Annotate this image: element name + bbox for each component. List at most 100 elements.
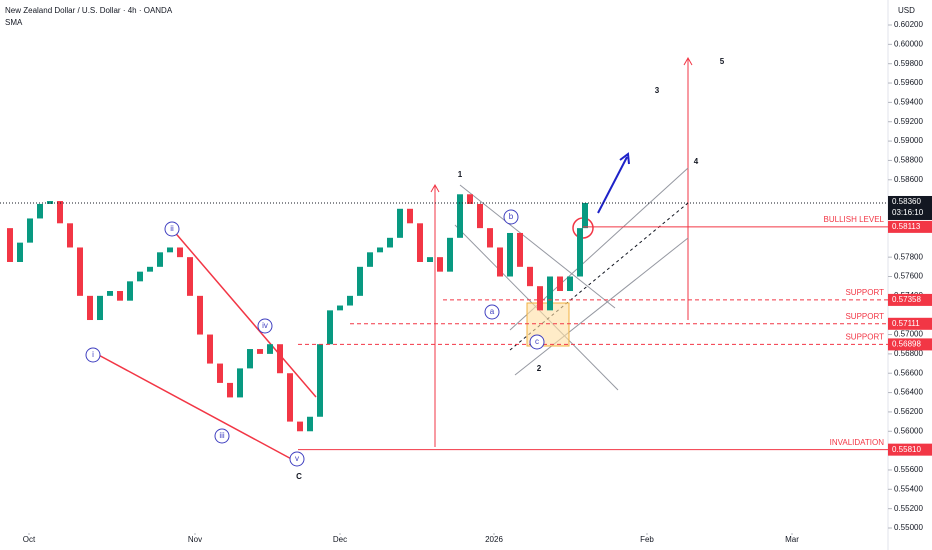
candle xyxy=(307,416,313,432)
wave-circle-label: c xyxy=(535,337,539,346)
wedge-line xyxy=(171,228,317,398)
candle xyxy=(227,382,233,398)
arrow-head xyxy=(430,183,440,193)
candle xyxy=(247,349,253,369)
y-tick-label: 0.57600 xyxy=(894,272,923,281)
y-tick-label: 0.55600 xyxy=(894,465,923,474)
level-badge xyxy=(888,338,932,351)
candle xyxy=(217,363,223,383)
last-price-label: 0.58360 xyxy=(892,197,921,206)
y-tick-label: 0.55400 xyxy=(894,484,923,493)
candle xyxy=(567,276,573,292)
level-value: 0.58113 xyxy=(892,222,921,231)
candle xyxy=(17,242,23,262)
candle xyxy=(7,228,13,262)
x-tick-label: 2026 xyxy=(485,535,503,544)
candle xyxy=(57,201,63,224)
candle xyxy=(527,266,533,287)
y-tick-label: 0.59200 xyxy=(894,117,923,126)
channel-line xyxy=(459,184,616,309)
candle xyxy=(287,373,293,422)
candle xyxy=(347,295,353,306)
level-name: BULLISH LEVEL xyxy=(824,215,885,224)
level-value: 0.55810 xyxy=(892,445,921,454)
candle xyxy=(277,344,283,374)
candle xyxy=(117,291,123,301)
countdown: 03:16:10 xyxy=(892,208,924,217)
y-tick-label: 0.55000 xyxy=(894,523,923,532)
candle xyxy=(87,295,93,321)
level-name: INVALIDATION xyxy=(830,438,885,447)
wave-label: 4 xyxy=(694,157,699,166)
y-tick-label: 0.60000 xyxy=(894,39,923,48)
candle xyxy=(137,271,143,282)
candle xyxy=(127,281,133,301)
level-badge xyxy=(888,317,932,330)
x-tick-label: Mar xyxy=(785,535,799,544)
candle xyxy=(437,257,443,272)
candle xyxy=(77,247,83,296)
candle xyxy=(97,295,103,321)
channel-line xyxy=(514,237,689,376)
candle xyxy=(467,194,473,204)
y-tick-label: 0.60200 xyxy=(894,20,923,29)
candle xyxy=(557,276,563,292)
wedge-line xyxy=(92,351,298,463)
y-tick-label: 0.56800 xyxy=(894,349,923,358)
candle xyxy=(167,247,173,253)
currency-label: USD xyxy=(898,6,915,15)
candle xyxy=(267,344,273,354)
candle xyxy=(147,266,153,272)
candle xyxy=(237,368,243,398)
y-tick-label: 0.57800 xyxy=(894,252,923,261)
level-value: 0.57111 xyxy=(892,319,920,328)
candle xyxy=(337,305,343,311)
y-tick-label: 0.56200 xyxy=(894,407,923,416)
candle xyxy=(67,223,73,248)
level-badge xyxy=(888,220,932,233)
level-name: SUPPORT xyxy=(845,288,884,297)
y-tick-label: 0.57000 xyxy=(894,330,923,339)
wave-circle-label: a xyxy=(490,307,495,316)
candle xyxy=(207,334,213,364)
candle xyxy=(417,223,423,262)
candle xyxy=(327,310,333,345)
y-tick-label: 0.56600 xyxy=(894,368,923,377)
wave-circle xyxy=(503,209,519,225)
candle xyxy=(487,228,493,248)
indicator-label: SMA xyxy=(5,18,23,27)
level-name: SUPPORT xyxy=(845,333,884,342)
forecast-arrow xyxy=(597,156,628,214)
candle xyxy=(582,202,588,229)
candle xyxy=(107,291,113,296)
x-tick-label: Oct xyxy=(23,535,36,544)
wave-circle xyxy=(257,318,273,334)
candle xyxy=(577,228,583,277)
candle xyxy=(537,286,543,311)
wave-circle-label: iv xyxy=(262,321,268,330)
wave-label: C xyxy=(296,472,302,481)
wave-circle-label: iii xyxy=(219,431,225,440)
y-tick-label: 0.59000 xyxy=(894,136,923,145)
y-tick-label: 0.58800 xyxy=(894,156,923,165)
wave-circle xyxy=(484,304,500,320)
y-tick-label: 0.59400 xyxy=(894,97,923,106)
candle xyxy=(447,237,453,272)
arrow-head xyxy=(619,152,630,165)
candle xyxy=(427,257,433,262)
candle xyxy=(187,257,193,296)
candle xyxy=(297,421,303,432)
candle xyxy=(157,252,163,267)
candle xyxy=(457,194,463,238)
level-badge xyxy=(888,293,932,306)
drawings xyxy=(92,56,693,463)
candle xyxy=(397,208,403,238)
wave-label: 2 xyxy=(537,364,542,373)
candle xyxy=(517,232,523,267)
wave-circle-label: ii xyxy=(170,224,174,233)
wave-circle xyxy=(289,451,305,467)
wave-circle xyxy=(164,221,180,237)
y-tick-label: 0.59600 xyxy=(894,78,923,87)
